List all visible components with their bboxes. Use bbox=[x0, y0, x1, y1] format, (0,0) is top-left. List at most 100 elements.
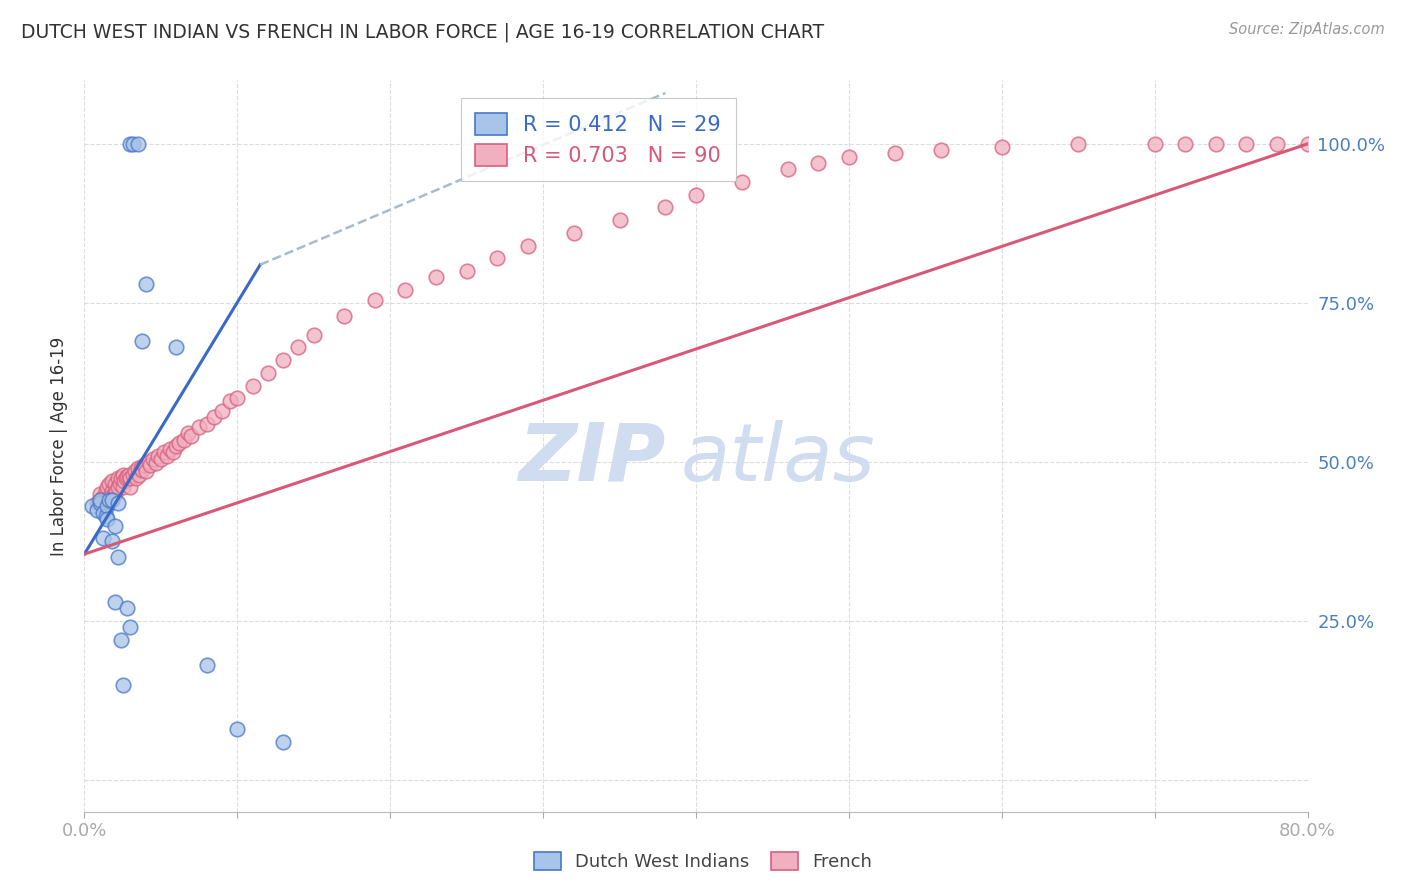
Point bbox=[101, 534, 124, 549]
Point bbox=[107, 471, 129, 485]
Point bbox=[101, 483, 124, 498]
Point bbox=[195, 658, 218, 673]
Point bbox=[425, 270, 447, 285]
Point bbox=[165, 439, 187, 453]
Point bbox=[97, 493, 120, 508]
Point bbox=[120, 620, 142, 634]
Point bbox=[94, 508, 117, 523]
Legend: R = 0.412   N = 29, R = 0.703   N = 90: R = 0.412 N = 29, R = 0.703 N = 90 bbox=[461, 98, 735, 181]
Point bbox=[333, 309, 356, 323]
Point bbox=[257, 366, 280, 380]
Text: atlas: atlas bbox=[681, 420, 876, 498]
Point bbox=[838, 150, 860, 164]
Point bbox=[195, 417, 218, 431]
Point bbox=[103, 488, 125, 502]
Point bbox=[1265, 136, 1288, 151]
Point bbox=[139, 458, 162, 472]
Point bbox=[486, 252, 509, 266]
Point bbox=[94, 483, 117, 498]
Point bbox=[111, 467, 134, 482]
Point bbox=[127, 461, 149, 475]
Point bbox=[104, 518, 127, 533]
Point bbox=[162, 445, 184, 459]
Point bbox=[131, 462, 153, 476]
Point bbox=[129, 461, 152, 475]
Point bbox=[685, 187, 707, 202]
Point bbox=[111, 480, 134, 494]
Point bbox=[516, 238, 538, 252]
Point bbox=[97, 490, 120, 504]
Point bbox=[287, 340, 309, 354]
Point bbox=[122, 136, 145, 151]
Point bbox=[110, 632, 132, 647]
Point bbox=[104, 477, 127, 491]
Point bbox=[108, 477, 131, 491]
Point bbox=[776, 162, 799, 177]
Point bbox=[115, 601, 138, 615]
Point bbox=[86, 502, 108, 516]
Point bbox=[180, 429, 202, 443]
Point bbox=[1067, 136, 1090, 151]
Text: DUTCH WEST INDIAN VS FRENCH IN LABOR FORCE | AGE 16-19 CORRELATION CHART: DUTCH WEST INDIAN VS FRENCH IN LABOR FOR… bbox=[21, 22, 824, 42]
Point bbox=[107, 496, 129, 510]
Point bbox=[202, 410, 225, 425]
Point bbox=[159, 442, 181, 457]
Point bbox=[132, 458, 155, 472]
Point bbox=[96, 480, 118, 494]
Point bbox=[271, 353, 294, 368]
Point bbox=[929, 143, 952, 157]
Point bbox=[135, 465, 157, 479]
Point bbox=[110, 471, 132, 485]
Y-axis label: In Labor Force | Age 16-19: In Labor Force | Age 16-19 bbox=[49, 336, 67, 556]
Point bbox=[1143, 136, 1166, 151]
Point bbox=[883, 146, 905, 161]
Point bbox=[394, 283, 416, 297]
Point bbox=[991, 140, 1014, 154]
Point bbox=[80, 500, 103, 514]
Point bbox=[138, 455, 160, 469]
Point bbox=[104, 486, 127, 500]
Point bbox=[96, 500, 118, 514]
Point bbox=[91, 500, 114, 514]
Point bbox=[188, 420, 211, 434]
Point bbox=[807, 156, 830, 170]
Point bbox=[609, 213, 631, 227]
Point bbox=[142, 451, 165, 466]
Point bbox=[91, 490, 114, 504]
Point bbox=[165, 340, 187, 354]
Point bbox=[135, 277, 157, 291]
Point bbox=[1236, 136, 1258, 151]
Point bbox=[1205, 136, 1227, 151]
Text: ZIP: ZIP bbox=[517, 420, 665, 498]
Point bbox=[96, 493, 118, 508]
Point bbox=[145, 456, 167, 470]
Point bbox=[120, 480, 142, 494]
Point bbox=[94, 494, 117, 508]
Point bbox=[456, 264, 478, 278]
Point bbox=[226, 392, 249, 406]
Point bbox=[131, 334, 153, 348]
Point bbox=[101, 474, 124, 488]
Point bbox=[107, 550, 129, 565]
Point bbox=[242, 378, 264, 392]
Point bbox=[1174, 136, 1197, 151]
Point bbox=[120, 471, 142, 485]
Point bbox=[101, 493, 124, 508]
Point bbox=[271, 735, 294, 749]
Point bbox=[111, 677, 134, 691]
Point bbox=[173, 433, 195, 447]
Point bbox=[89, 496, 111, 510]
Point bbox=[146, 449, 169, 463]
Point bbox=[89, 486, 111, 500]
Point bbox=[125, 471, 148, 485]
Point bbox=[107, 480, 129, 494]
Point bbox=[112, 474, 135, 488]
Point bbox=[1296, 136, 1319, 151]
Point bbox=[97, 477, 120, 491]
Point bbox=[120, 136, 142, 151]
Point bbox=[302, 327, 325, 342]
Legend: Dutch West Indians, French: Dutch West Indians, French bbox=[526, 845, 880, 879]
Point bbox=[226, 722, 249, 736]
Point bbox=[149, 451, 172, 466]
Point bbox=[156, 449, 179, 463]
